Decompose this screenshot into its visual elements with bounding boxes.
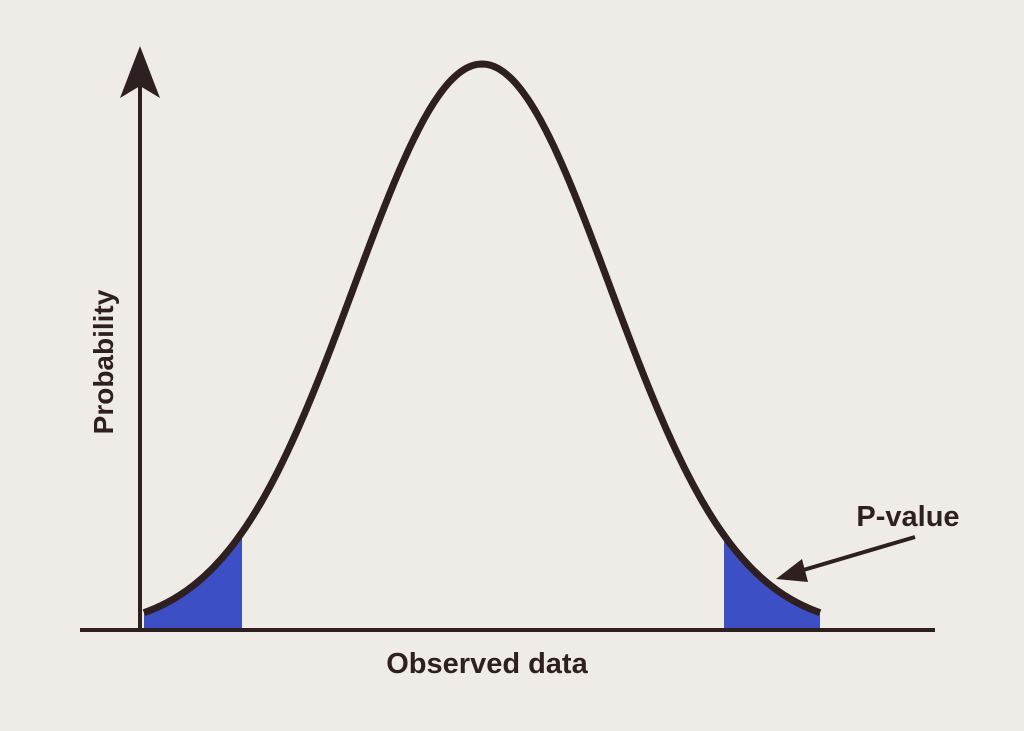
x-axis-label: Observed data (386, 648, 588, 680)
bell-curve (142, 60, 822, 616)
tail-area (724, 535, 820, 630)
annotation-arrow (799, 535, 916, 573)
annotation-arrowhead (776, 559, 808, 582)
y-axis-arrowhead (120, 46, 160, 98)
annotation-label: P-value (856, 501, 959, 533)
y-axis-label: Probability (88, 289, 119, 434)
